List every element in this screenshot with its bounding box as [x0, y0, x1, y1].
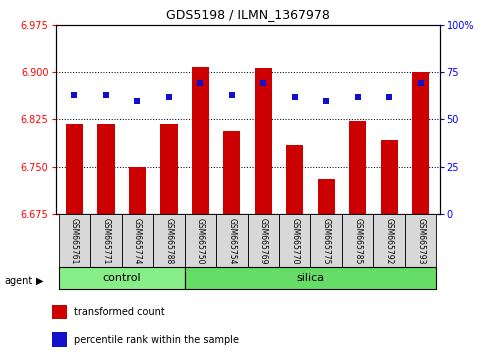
Point [291, 94, 298, 99]
Text: GSM665775: GSM665775 [322, 218, 331, 265]
Text: GSM665785: GSM665785 [353, 218, 362, 265]
Bar [97, 124, 114, 214]
Text: GSM665761: GSM665761 [70, 218, 79, 265]
Bar [66, 124, 83, 214]
Bar [153, 214, 185, 267]
Bar [279, 214, 311, 267]
Bar [342, 214, 373, 267]
Text: GSM665792: GSM665792 [384, 218, 394, 265]
Bar [192, 67, 209, 214]
Bar [311, 214, 342, 267]
Title: GDS5198 / ILMN_1367978: GDS5198 / ILMN_1367978 [166, 8, 329, 21]
Bar [52, 305, 67, 319]
Text: percentile rank within the sample: percentile rank within the sample [74, 335, 239, 344]
Point [322, 98, 330, 103]
Text: GSM665788: GSM665788 [164, 218, 173, 265]
Point [228, 92, 236, 98]
Point [354, 94, 362, 99]
Bar [185, 214, 216, 267]
Text: GSM665750: GSM665750 [196, 218, 205, 265]
Point [197, 81, 204, 86]
Text: GSM665774: GSM665774 [133, 218, 142, 265]
Text: agent: agent [5, 276, 33, 286]
Bar [412, 72, 429, 214]
Bar [185, 267, 436, 289]
Bar [59, 214, 90, 267]
Text: ▶: ▶ [36, 276, 44, 286]
Bar [59, 267, 185, 289]
Text: GSM665769: GSM665769 [259, 218, 268, 265]
Bar [286, 145, 303, 214]
Bar [122, 214, 153, 267]
Bar [223, 131, 241, 214]
Point [417, 81, 425, 86]
Bar [129, 167, 146, 214]
Bar [373, 214, 405, 267]
Text: transformed count: transformed count [74, 307, 165, 317]
Text: GSM665754: GSM665754 [227, 218, 236, 265]
Point [102, 92, 110, 98]
Text: GSM665770: GSM665770 [290, 218, 299, 265]
Bar [381, 140, 398, 214]
Point [133, 98, 141, 103]
Text: GSM665793: GSM665793 [416, 218, 425, 265]
Text: silica: silica [297, 273, 325, 283]
Point [385, 94, 393, 99]
Text: GSM665771: GSM665771 [101, 218, 111, 265]
Bar [405, 214, 436, 267]
Bar [90, 214, 122, 267]
Point [71, 92, 78, 98]
Bar [52, 332, 67, 347]
Bar [317, 179, 335, 214]
Point [259, 81, 267, 86]
Bar [160, 124, 178, 214]
Text: control: control [102, 273, 141, 283]
Point [165, 94, 173, 99]
Bar [216, 214, 248, 267]
Bar [349, 121, 366, 214]
Bar [248, 214, 279, 267]
Bar [255, 68, 272, 214]
